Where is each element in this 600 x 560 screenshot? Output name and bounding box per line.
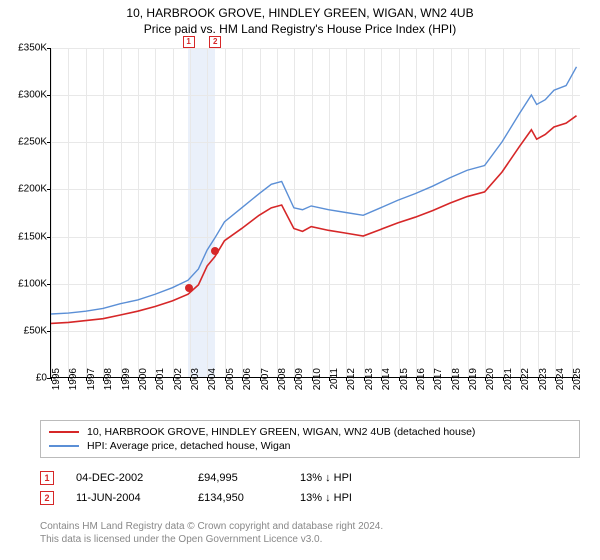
sales-table: 1 04-DEC-2002 £94,995 13% ↓ HPI 2 11-JUN-2004… <box>40 468 580 508</box>
sale-date: 11-JUN-2004 <box>76 492 176 504</box>
legend-row: HPI: Average price, detached house, Wiga… <box>49 439 571 453</box>
ytick-label: £300K <box>3 90 47 101</box>
ytick-mark <box>47 95 51 96</box>
sale-point-2 <box>211 247 219 255</box>
ytick-label: £0 <box>3 373 47 384</box>
ytick-label: £100K <box>3 278 47 289</box>
footer-line-1: Contains HM Land Registry data © Crown c… <box>40 520 580 533</box>
sale-vs-hpi: 13% ↓ HPI <box>300 472 352 484</box>
sale-row: 1 04-DEC-2002 £94,995 13% ↓ HPI <box>40 468 580 488</box>
legend-swatch <box>49 445 79 447</box>
footer-line-2: This data is licensed under the Open Gov… <box>40 533 580 546</box>
ytick-mark <box>47 142 51 143</box>
ytick-mark <box>47 331 51 332</box>
ytick-mark <box>47 48 51 49</box>
sale-vs-hpi: 13% ↓ HPI <box>300 492 352 504</box>
attribution-footer: Contains HM Land Registry data © Crown c… <box>40 520 580 546</box>
legend-label: HPI: Average price, detached house, Wiga… <box>87 440 291 452</box>
ytick-label: £250K <box>3 137 47 148</box>
sale-row-marker: 1 <box>40 471 54 485</box>
line-layer <box>51 48 580 377</box>
sale-price: £94,995 <box>198 472 278 484</box>
title-block: 10, HARBROOK GROVE, HINDLEY GREEN, WIGAN… <box>0 0 600 36</box>
legend-swatch <box>49 431 79 433</box>
sale-price: £134,950 <box>198 492 278 504</box>
address-title: 10, HARBROOK GROVE, HINDLEY GREEN, WIGAN… <box>0 6 600 20</box>
ytick-mark <box>47 189 51 190</box>
plot-area: £0£50K£100K£150K£200K£250K£300K£350K1995… <box>50 48 580 378</box>
legend: 10, HARBROOK GROVE, HINDLEY GREEN, WIGAN… <box>40 420 580 458</box>
sale-row-marker: 2 <box>40 491 54 505</box>
subtitle: Price paid vs. HM Land Registry's House … <box>0 22 600 36</box>
sale-marker-2: 2 <box>209 36 221 48</box>
ytick-label: £350K <box>3 43 47 54</box>
sale-date: 04-DEC-2002 <box>76 472 176 484</box>
ytick-label: £200K <box>3 184 47 195</box>
ytick-mark <box>47 284 51 285</box>
legend-row: 10, HARBROOK GROVE, HINDLEY GREEN, WIGAN… <box>49 425 571 439</box>
ytick-mark <box>47 237 51 238</box>
ytick-label: £150K <box>3 231 47 242</box>
chart-container: 10, HARBROOK GROVE, HINDLEY GREEN, WIGAN… <box>0 0 600 560</box>
sale-row: 2 11-JUN-2004 £134,950 13% ↓ HPI <box>40 488 580 508</box>
sale-point-1 <box>185 284 193 292</box>
ytick-label: £50K <box>3 325 47 336</box>
legend-label: 10, HARBROOK GROVE, HINDLEY GREEN, WIGAN… <box>87 426 475 438</box>
sale-marker-1: 1 <box>183 36 195 48</box>
series-hpi <box>51 67 577 314</box>
xtick-label: 2025 <box>572 368 595 396</box>
